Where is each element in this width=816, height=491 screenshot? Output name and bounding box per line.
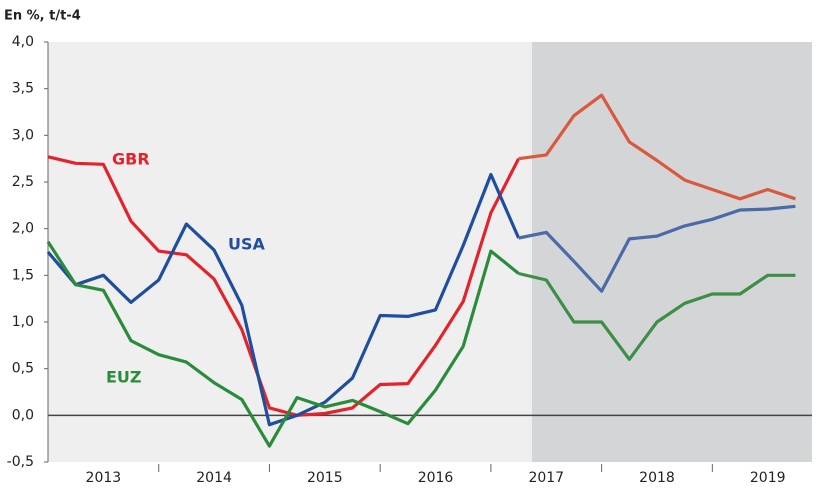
x-tick-label: 2016 [418, 470, 454, 486]
y-tick-label: 0,5 [12, 361, 34, 377]
y-tick-label: 0,0 [12, 407, 34, 423]
x-tick-label: 2014 [196, 470, 232, 486]
forecast-shading [532, 42, 812, 462]
line-series [47, 155, 521, 417]
x-tick-label: 2017 [528, 470, 564, 486]
line-series [46, 240, 520, 448]
line-series [518, 271, 796, 361]
x-tick-label: 2015 [307, 470, 343, 486]
x-tick-label: 2019 [750, 470, 786, 486]
x-tick-label: 2013 [86, 470, 122, 486]
y-tick-label: 2,0 [12, 221, 34, 237]
y-tick-label: 3,0 [12, 127, 34, 143]
y-tick-label: 1,5 [12, 267, 34, 283]
x-tick-label: 2018 [639, 470, 675, 486]
y-tick-label: 1,0 [12, 314, 34, 330]
series-label: EUZ [106, 368, 142, 387]
chart-title: En %, t/t-4 [4, 9, 81, 24]
plot-background [48, 42, 532, 462]
y-tick-label: 2,5 [12, 174, 34, 190]
y-tick-label: 4,0 [12, 34, 34, 50]
line-series [518, 93, 796, 201]
line-series [518, 204, 796, 293]
series-label: GBR [112, 150, 150, 169]
y-tick-label: -0,5 [7, 454, 34, 470]
y-tick-label: 3,5 [12, 81, 34, 97]
series-label: USA [228, 235, 266, 254]
